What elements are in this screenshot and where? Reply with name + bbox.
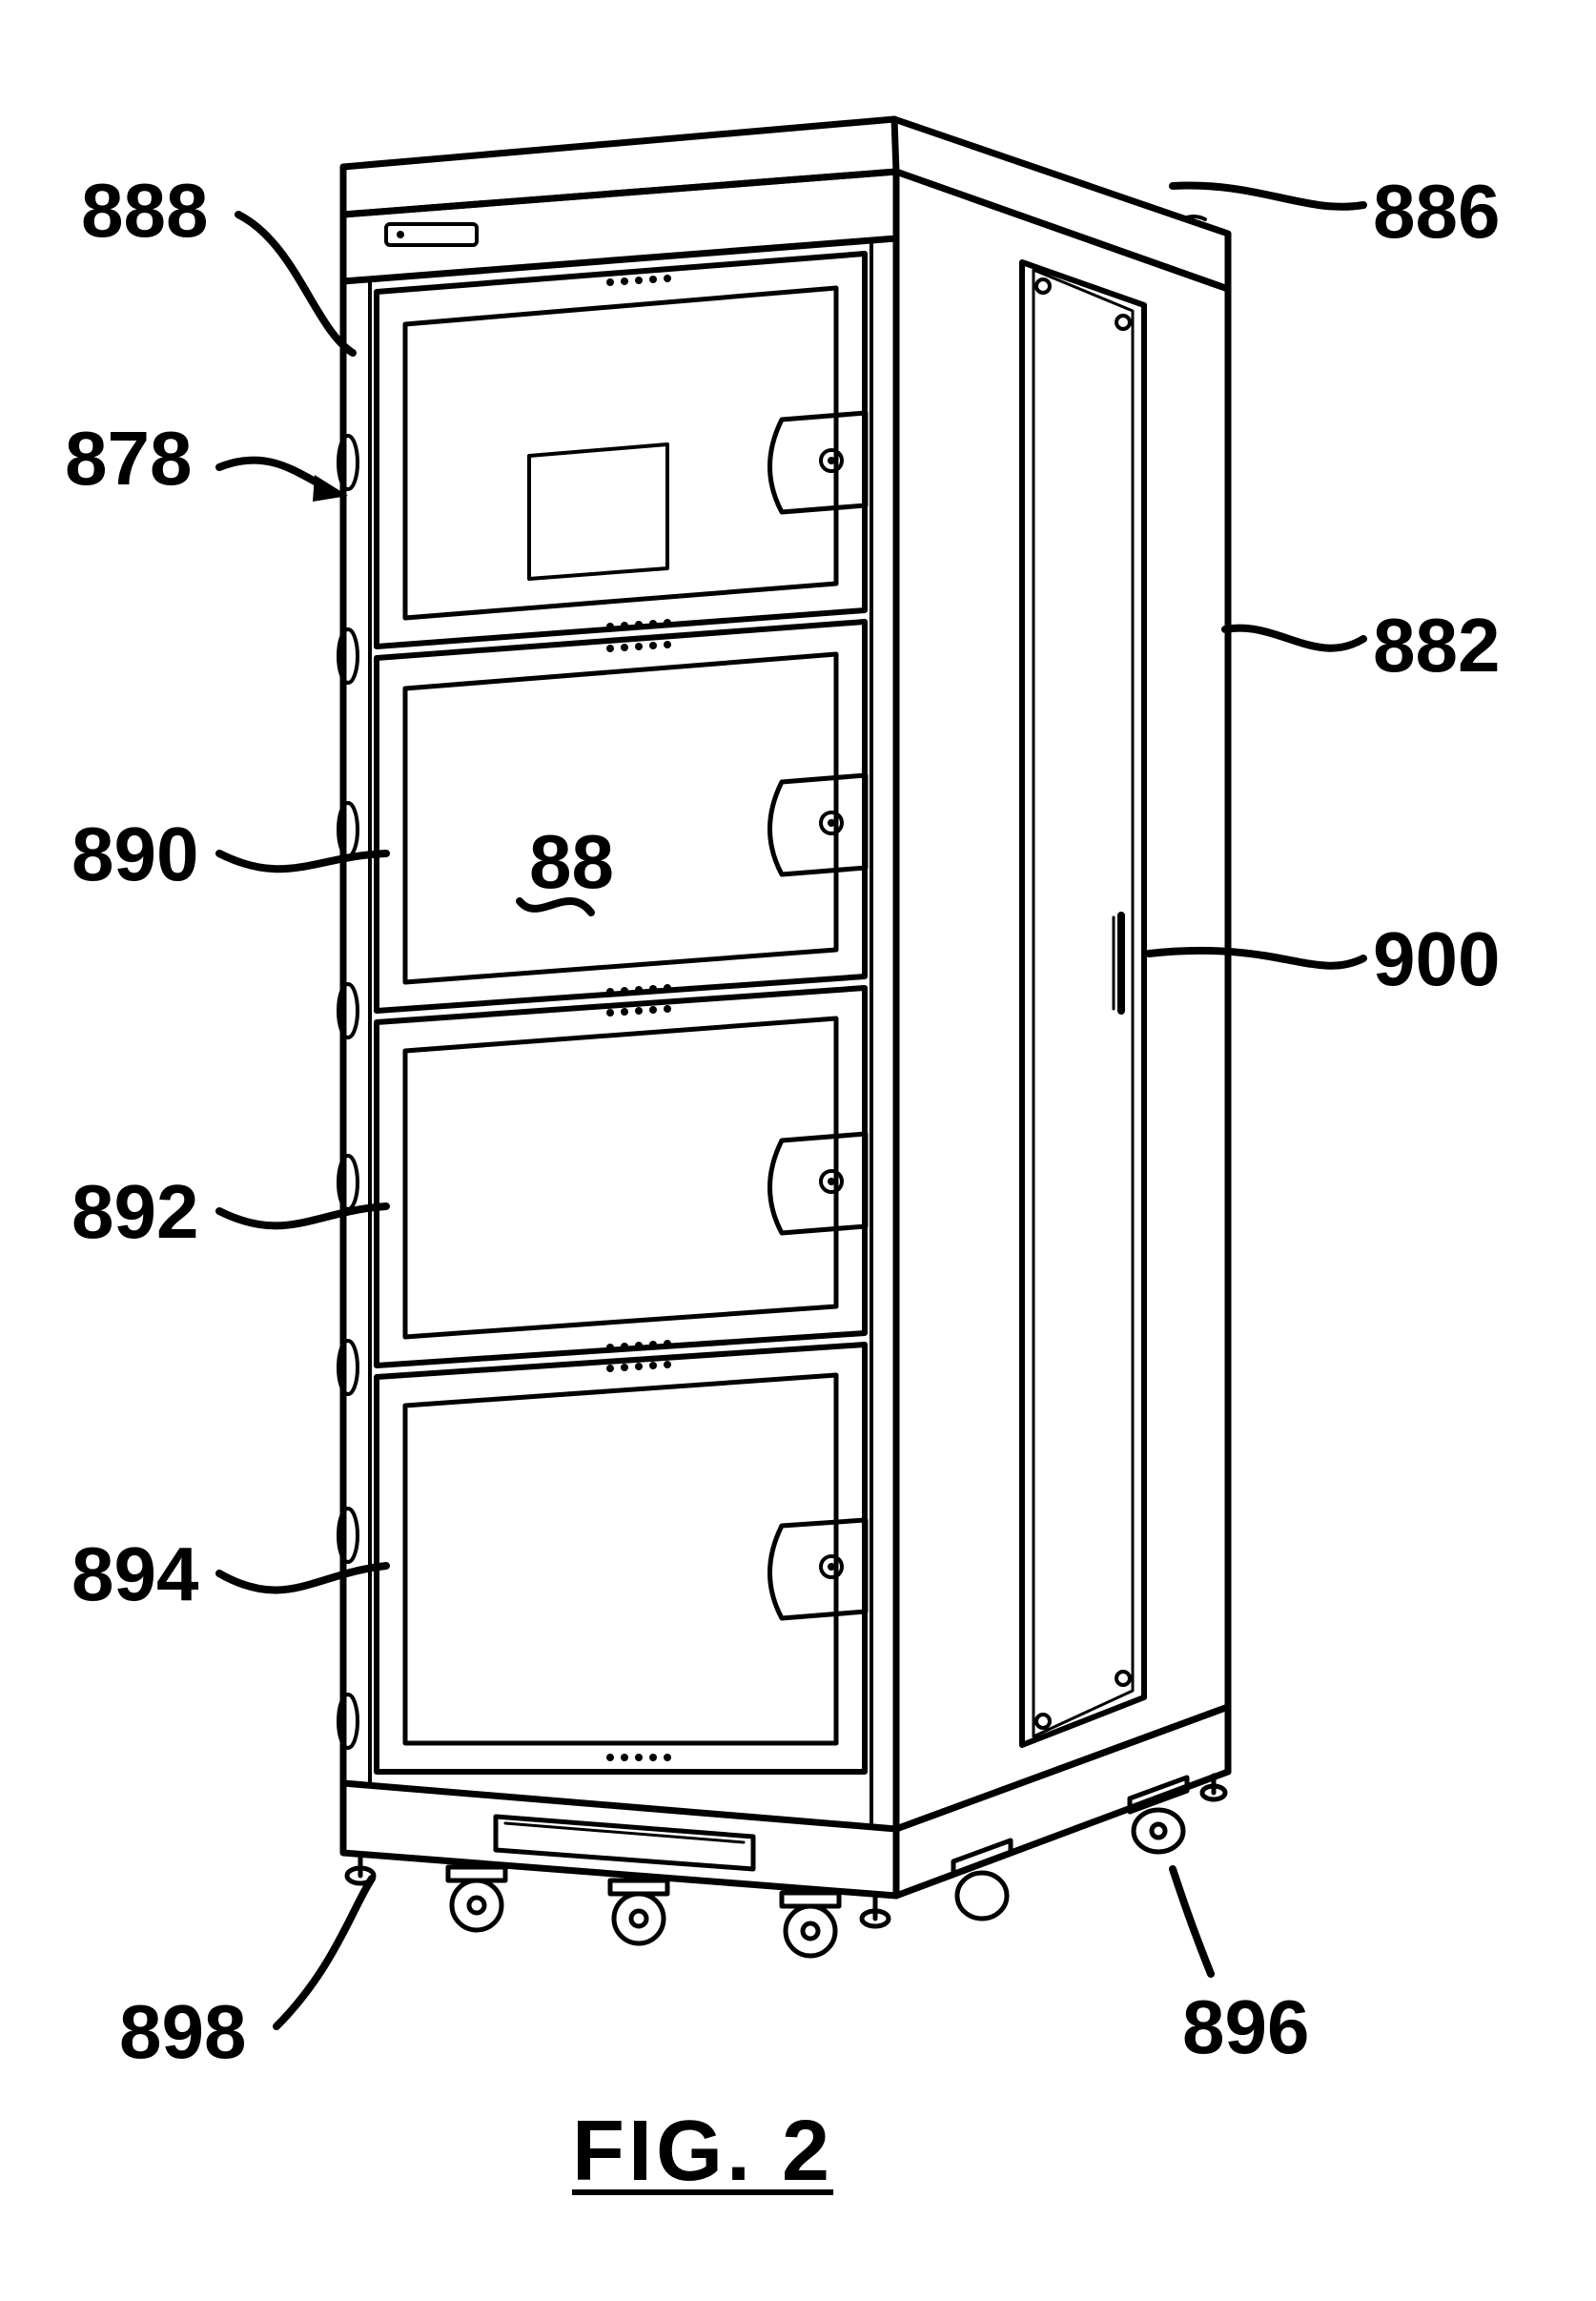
figure-caption: FIG. 2 — [572, 2103, 833, 2201]
patent-figure: 888 878 890 892 894 898 886 882 900 896 … — [0, 0, 1596, 2301]
ref-896: 896 — [1182, 1983, 1309, 2071]
ref-894: 894 — [72, 1531, 198, 1618]
ref-886: 886 — [1373, 168, 1500, 256]
ref-890: 890 — [72, 811, 198, 898]
cabinet-drawing — [0, 0, 1596, 2301]
ref-888: 888 — [81, 167, 208, 255]
ref-882: 882 — [1373, 602, 1500, 689]
ref-900: 900 — [1373, 915, 1500, 1003]
ref-88-center: 88 — [529, 818, 614, 906]
ref-898: 898 — [119, 1988, 246, 2076]
ref-878: 878 — [65, 415, 192, 503]
ref-892: 892 — [72, 1168, 198, 1256]
